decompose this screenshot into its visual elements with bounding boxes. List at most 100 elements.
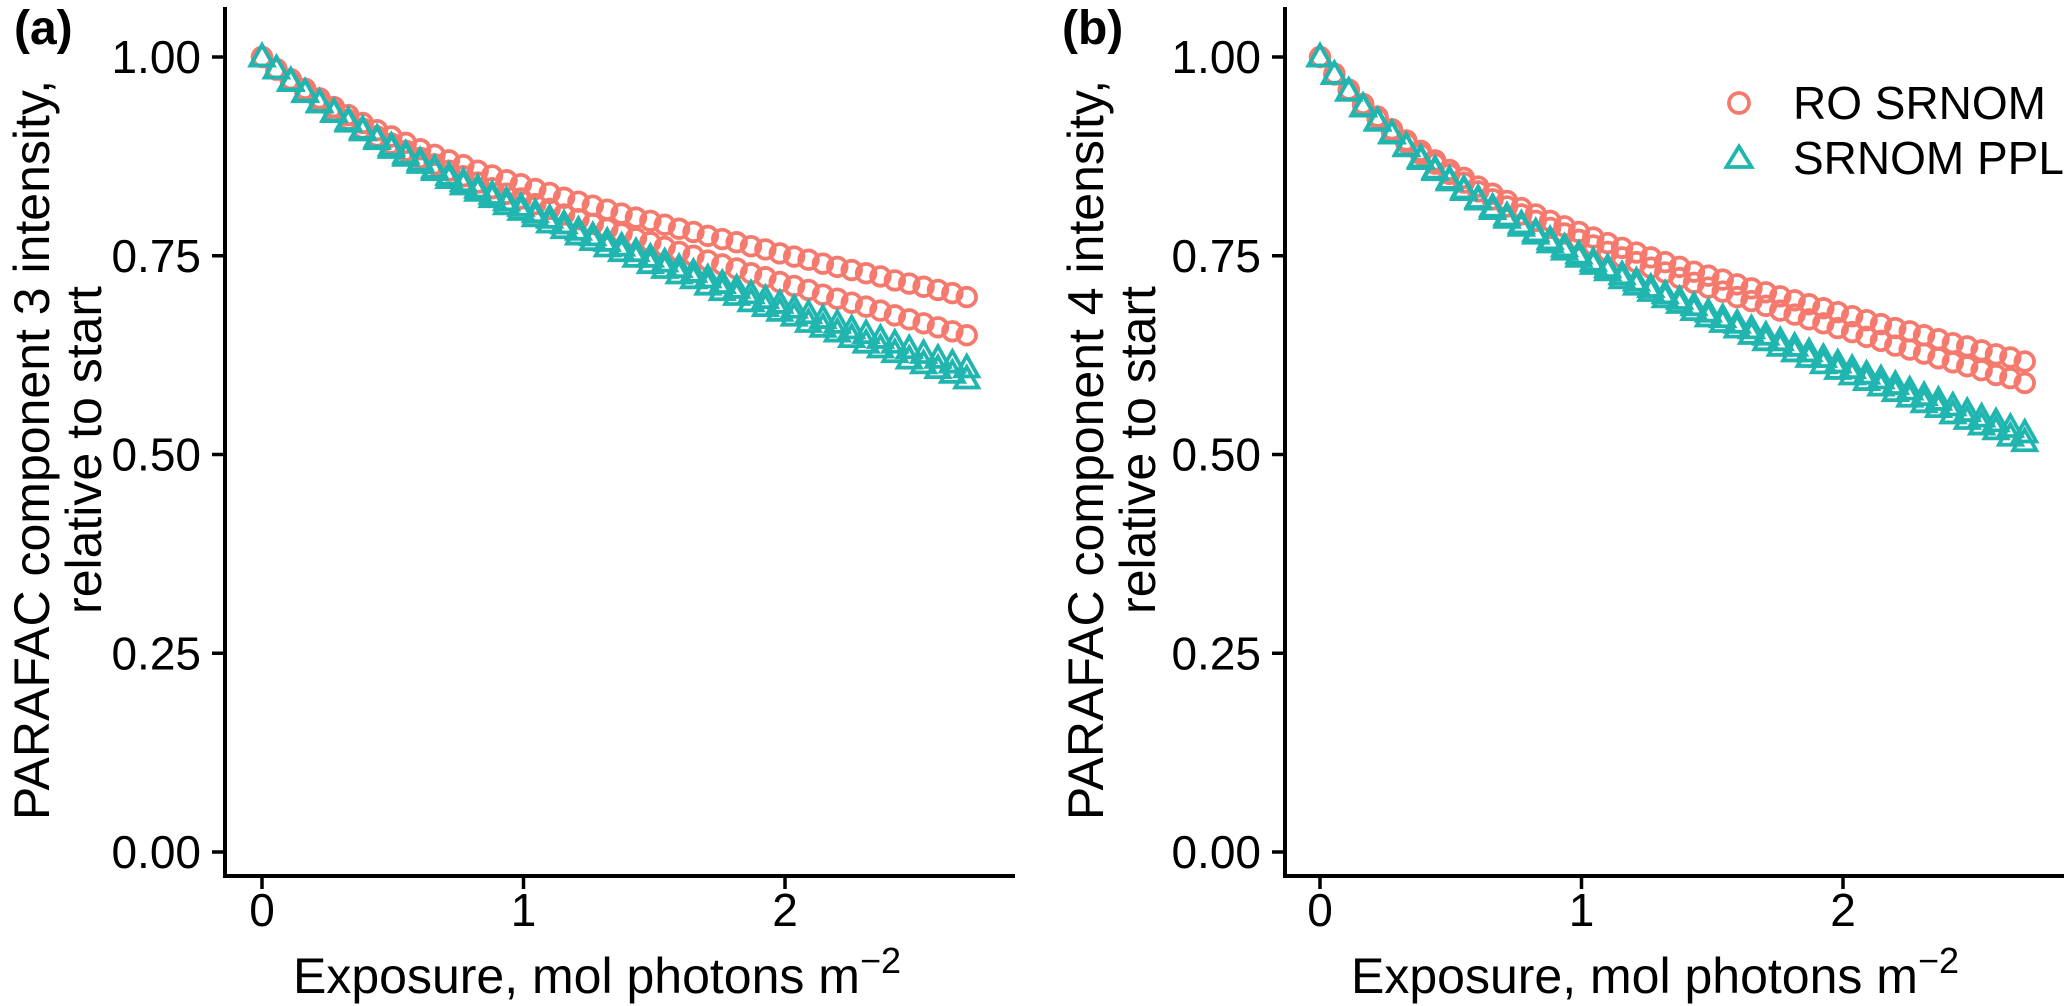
data-point-triangle — [347, 115, 378, 142]
data-point-triangle — [1880, 375, 1911, 403]
panel-a-y-axis-title-line1: PARAFAC component 3 intensity, — [4, 80, 60, 820]
data-point-triangle — [1564, 241, 1594, 268]
data-point-triangle — [1808, 347, 1839, 375]
data-point-circle — [639, 209, 662, 232]
data-point-circle — [883, 304, 907, 327]
series-srnom-ppl-run-2 — [1305, 41, 2040, 453]
data-point-triangle — [563, 219, 594, 246]
data-point-circle — [1725, 285, 1749, 309]
data-point-triangle — [592, 225, 622, 252]
data-point-triangle — [1679, 294, 1709, 322]
data-point-triangle — [649, 246, 680, 273]
data-point-triangle — [1779, 330, 1810, 357]
data-point-triangle — [376, 132, 407, 159]
panel-a-x-axis-title-superscript: −2 — [860, 940, 901, 981]
data-point-triangle — [808, 311, 838, 338]
data-point-circle — [854, 295, 878, 318]
data-point-triangle — [1520, 218, 1551, 245]
data-point-triangle — [851, 317, 881, 345]
data-point-triangle — [1995, 411, 2026, 438]
data-point-triangle — [1319, 58, 1350, 85]
data-point-triangle — [578, 224, 608, 252]
data-point-triangle — [1837, 352, 1867, 380]
data-point-triangle — [1722, 307, 1752, 334]
data-point-triangle — [750, 282, 781, 310]
data-point-triangle — [1894, 374, 1925, 401]
data-point-circle — [926, 278, 950, 302]
data-point-triangle — [1693, 301, 1724, 328]
series-srnom-ppl-run-2 — [247, 41, 982, 390]
data-point-circle — [2013, 371, 2036, 395]
data-point-circle — [854, 262, 878, 285]
data-point-circle — [1610, 236, 1634, 260]
data-point-circle — [1984, 343, 2008, 366]
data-point-circle — [1999, 346, 2022, 369]
legend-circle-marker-icon — [1727, 91, 1751, 115]
data-point-triangle — [908, 337, 939, 364]
data-point-triangle — [1334, 75, 1364, 102]
data-point-circle — [955, 324, 978, 347]
data-point-circle — [1956, 355, 1979, 378]
data-point-triangle — [405, 147, 435, 174]
data-point-triangle — [793, 297, 824, 325]
data-point-triangle — [1866, 370, 1896, 397]
panel-a-axis-lines — [223, 7, 1015, 878]
data-point-triangle — [2009, 425, 2040, 453]
data-point-circle — [538, 181, 561, 205]
data-point-triangle — [1923, 384, 1954, 411]
data-point-triangle — [1492, 202, 1522, 229]
data-point-triangle — [664, 258, 694, 285]
data-point-triangle — [1938, 398, 1968, 425]
data-point-triangle — [951, 363, 982, 390]
data-point-triangle — [649, 252, 680, 279]
data-point-triangle — [635, 241, 666, 268]
data-point-triangle — [865, 332, 896, 359]
legend-triangle-marker-icon — [1723, 142, 1755, 169]
data-point-circle — [840, 258, 863, 282]
data-point-triangle — [448, 169, 479, 196]
data-point-triangle — [1837, 359, 1867, 386]
data-point-triangle — [1463, 184, 1493, 211]
panel-a: 1.00 0.75 0.50 0.25 0.00 0 1 2 — [111, 7, 1015, 936]
data-point-triangle — [793, 306, 824, 333]
x-tick-label: 2 — [1830, 884, 1856, 936]
data-point-triangle — [1405, 143, 1436, 170]
data-point-triangle — [1880, 368, 1911, 395]
data-point-triangle — [693, 269, 723, 296]
data-point-triangle — [937, 357, 968, 384]
x-tick-label: 0 — [1307, 884, 1333, 936]
data-point-triangle — [1664, 287, 1695, 314]
data-point-triangle — [534, 207, 565, 234]
x-tick-label: 1 — [511, 884, 537, 936]
chart-layer: 1.00 0.75 0.50 0.25 0.00 0 1 2 1.00 0.75 0.50 0.25 0… — [111, 7, 2064, 936]
data-point-triangle — [1808, 341, 1839, 368]
data-point-triangle — [1751, 324, 1781, 352]
data-point-triangle — [1348, 91, 1378, 118]
data-point-triangle — [1707, 301, 1738, 329]
data-point-circle — [1783, 289, 1806, 312]
data-point-circle — [624, 206, 648, 229]
data-point-triangle — [836, 313, 867, 340]
data-point-triangle — [1981, 413, 2011, 441]
data-point-triangle — [1866, 363, 1896, 390]
data-point-triangle — [1305, 41, 1335, 68]
data-point-circle — [941, 281, 964, 305]
data-point-circle — [1869, 329, 1893, 353]
data-point-triangle — [736, 278, 766, 305]
data-point-triangle — [894, 343, 924, 370]
x-tick-label: 1 — [1569, 884, 1595, 936]
data-point-circle — [883, 269, 907, 292]
y-tick-label: 0.50 — [1171, 429, 1261, 481]
data-point-triangle — [1722, 312, 1752, 339]
data-point-triangle — [477, 181, 507, 209]
data-point-triangle — [808, 302, 838, 329]
data-point-circle — [955, 285, 978, 309]
data-point-triangle — [1966, 401, 1997, 428]
data-point-triangle — [1894, 381, 1925, 408]
data-point-triangle — [865, 322, 896, 349]
data-point-circle — [912, 312, 935, 335]
data-point-triangle — [391, 140, 421, 167]
y-tick-label: 0.25 — [111, 627, 201, 679]
panel-a-x-axis-title-text: Exposure, mol photons m — [293, 948, 860, 1004]
data-point-triangle — [908, 347, 939, 375]
